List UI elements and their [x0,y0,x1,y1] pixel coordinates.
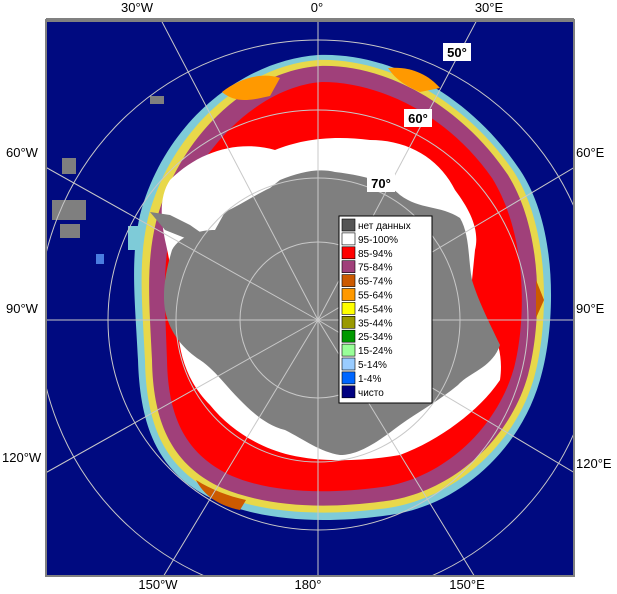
ice-patch-orange [388,67,440,92]
svg-text:60°: 60° [408,111,428,126]
lon-label-150w-bottom: 150°W [138,577,178,592]
lon-label-180-bottom: 180° [295,577,322,592]
legend-swatch [341,274,356,287]
island-speck [150,96,164,104]
lon-label-90e-right: 90°E [576,301,605,316]
legend-label: 95-100% [358,235,398,246]
legend-swatch [341,302,356,315]
lon-label-60w-left: 60°W [6,145,39,160]
legend-label: 15-24% [358,346,393,357]
lon-label-0-top: 0° [311,0,323,15]
legend-label: 55-64% [358,291,393,302]
lon-label-120e-right: 120°E [576,456,612,471]
legend-label: нет данных [358,221,411,232]
legend-swatch [341,246,356,260]
ice-patch-orange [222,75,280,100]
legend-swatch [341,288,356,301]
legend-label: чисто [358,388,384,399]
legend-label: 5-14% [358,360,387,371]
legend-swatch [341,232,356,246]
lat-label-50: 50° [443,43,471,61]
lon-label-120w-left: 120°W [2,450,42,465]
island-speck [52,200,86,220]
island-speck [62,158,76,174]
legend-swatch [341,385,356,399]
svg-text:70°: 70° [371,176,391,191]
lat-label-60: 60° [404,109,432,127]
legend-label: 35-44% [358,318,393,329]
lon-label-150e-bottom: 150°E [449,577,485,592]
concentration-legend: нет данных 95-100% 85-94% 75-84% 65-74% 55-64… [338,215,433,404]
lon-label-90w-left: 90°W [6,301,39,316]
legend-label: 25-34% [358,332,393,343]
legend-label: 65-74% [358,277,393,288]
legend-swatch [341,371,356,385]
legend-swatch [341,357,356,371]
map-frame-top-bar [46,18,574,22]
antarctic-peninsula [150,212,200,238]
lon-label-30w-top: 30°W [121,0,154,15]
island-speck [60,224,80,238]
island-speck [128,226,140,250]
legend-swatch [341,329,356,343]
lat-label-70: 70° [367,174,395,192]
svg-text:50°: 50° [447,45,467,60]
lon-label-30e-top: 30°E [475,0,504,15]
island-speck [96,254,104,264]
legend-label: 1-4% [358,374,381,385]
legend-label: 75-84% [358,263,393,274]
legend-swatch [341,260,356,274]
legend-swatch [341,343,356,357]
lon-label-60e-right: 60°E [576,145,605,160]
ice-patch-orange [196,480,246,510]
legend-swatch [341,218,356,232]
legend-label: 85-94% [358,249,393,260]
legend-swatch [341,315,356,329]
ice-patch-orange [536,280,544,318]
legend-label: 45-54% [358,304,393,315]
